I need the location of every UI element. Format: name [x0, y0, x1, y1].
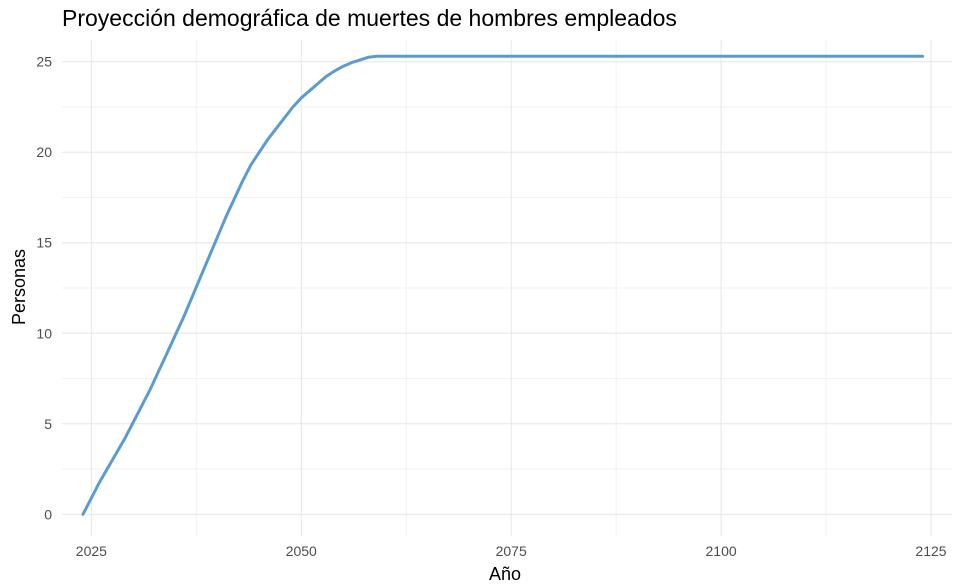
- y-tick-label: 5: [44, 416, 52, 432]
- y-tick-label: 10: [36, 325, 52, 341]
- y-tick-label: 20: [36, 144, 52, 160]
- x-axis-ticks: 2025 2050 2075 2100 2125: [76, 543, 947, 559]
- x-tick-label: 2075: [496, 543, 527, 559]
- x-tick-label: 2125: [915, 543, 946, 559]
- y-tick-label: 0: [44, 506, 52, 522]
- y-axis-ticks: 0 5 10 15 20 25: [36, 54, 52, 523]
- y-axis-title: Personas: [9, 249, 29, 325]
- y-tick-label: 25: [36, 54, 52, 70]
- minor-gridlines: [62, 40, 952, 536]
- x-tick-label: 2025: [76, 543, 107, 559]
- x-tick-label: 2050: [286, 543, 317, 559]
- y-tick-label: 15: [36, 235, 52, 251]
- x-axis-title: Año: [489, 564, 521, 584]
- chart-title: Proyección demográfica de muertes de hom…: [62, 5, 677, 31]
- series-line: [81, 54, 925, 516]
- major-gridlines: [62, 40, 952, 536]
- series-layer: [81, 54, 925, 516]
- x-tick-label: 2100: [706, 543, 737, 559]
